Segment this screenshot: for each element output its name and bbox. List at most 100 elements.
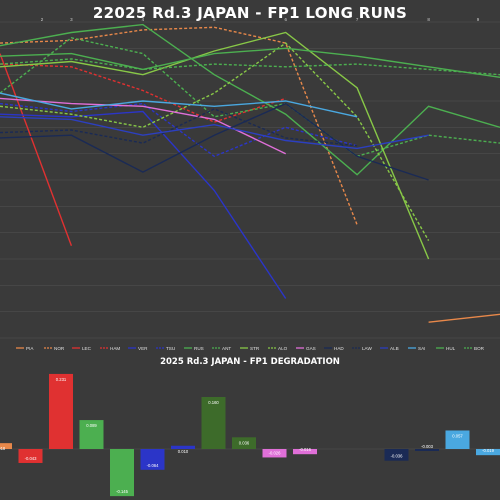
legend-label: NOR xyxy=(54,346,65,351)
series-ver xyxy=(0,110,287,299)
series-had xyxy=(0,102,429,181)
series-nor xyxy=(0,26,358,226)
series-ham xyxy=(0,63,286,123)
bar-ant xyxy=(201,397,226,449)
legend-label: LAW xyxy=(362,346,372,351)
series-lec xyxy=(0,53,73,247)
degradation-chart-title: 2025 Rd.3 JAPAN - FP1 DEGRADATION xyxy=(160,357,340,367)
series-line-ver xyxy=(0,110,287,299)
bar-tsu xyxy=(140,449,165,470)
legend-label: HUL xyxy=(446,346,456,351)
x-tick-label: 8 xyxy=(427,17,430,22)
series-line-had xyxy=(0,102,429,181)
legend-label: HAM xyxy=(110,346,120,351)
legend-item: STR xyxy=(240,346,260,351)
data-label: -0.003 xyxy=(421,444,434,449)
series-bor xyxy=(0,58,500,76)
data-label: 0.018 xyxy=(0,446,6,451)
series-line-ham xyxy=(0,63,286,123)
grid xyxy=(0,21,500,339)
legend-item: ALB xyxy=(380,346,399,351)
legend-item: ANT xyxy=(212,346,231,351)
data-label: -0.036 xyxy=(391,454,404,459)
bar-alb xyxy=(384,449,409,461)
bar-pia xyxy=(0,443,12,449)
legend-label: ALO xyxy=(278,346,288,351)
data-label: -0.064 xyxy=(147,463,160,468)
bar-rus xyxy=(171,445,195,449)
legend-item: HUL xyxy=(436,346,456,351)
legend-item: VER xyxy=(128,346,148,351)
series-pia xyxy=(428,313,500,323)
bar-hul xyxy=(445,430,470,449)
legend-item: TSU xyxy=(156,346,175,351)
bar-sai xyxy=(415,449,439,451)
series-line-ant xyxy=(0,37,500,158)
x-tick-label: 7 xyxy=(356,17,359,22)
series-sai xyxy=(0,92,358,118)
series-line-tsu xyxy=(0,102,358,158)
series-line-str xyxy=(0,31,430,260)
series-gas xyxy=(0,97,287,155)
bar-nor xyxy=(18,449,43,463)
data-label: -0.016 xyxy=(299,447,312,452)
series-line-alo xyxy=(0,42,430,241)
legend-item: NOR xyxy=(44,346,65,351)
legend-label: ALB xyxy=(390,346,399,351)
data-label: -0.026 xyxy=(269,450,282,455)
legend-item: HAD xyxy=(324,346,344,351)
x-tick-label: 6 xyxy=(284,17,287,22)
legend-label: PIA xyxy=(26,346,34,351)
legend-item: ALO xyxy=(268,346,288,351)
legend-label: SAI xyxy=(418,346,425,351)
series-tsu xyxy=(0,102,358,158)
bar-ver xyxy=(110,449,134,497)
series-line-nor xyxy=(0,26,358,226)
legend-item: RUS xyxy=(184,346,204,351)
bar-str xyxy=(232,437,256,449)
legend-label: GAS xyxy=(306,346,316,351)
legend-label: RUS xyxy=(194,346,204,351)
bar-alo xyxy=(262,449,287,458)
series-line-bor xyxy=(0,58,500,76)
bar-lec xyxy=(49,373,73,449)
legend-item: SAI xyxy=(408,346,425,351)
legend-label: TSU xyxy=(166,346,175,351)
series-line-rus xyxy=(0,23,500,176)
bar-gas xyxy=(293,449,317,455)
x-tick-label: 3 xyxy=(70,17,73,22)
legend-item: LAW xyxy=(352,346,372,351)
legend-item: PIA xyxy=(16,346,34,351)
legend-label: ANT xyxy=(222,346,231,351)
data-label: 0.036 xyxy=(239,440,250,445)
legend: PIA NOR LEC HAM VER TSU RUS ANT STR ALO GAS HAD LAW A… xyxy=(16,346,485,351)
long-runs-chart: 2 3 4 5 6 7 8 9 PIA NOR LEC HAM VER TSU RUS ANT STR ALO GA… xyxy=(0,17,500,351)
legend-item: BOR xyxy=(464,346,485,351)
series-law xyxy=(0,108,358,147)
legend-label: STR xyxy=(250,346,260,351)
x-tick-label: 4 xyxy=(142,17,145,22)
series-line-sai xyxy=(0,92,358,118)
series-rus xyxy=(0,23,500,176)
legend-label: HAD xyxy=(334,346,344,351)
data-label: -0.019 xyxy=(482,448,495,453)
x-tick-label: 9 xyxy=(477,17,480,22)
series-ant xyxy=(0,37,500,158)
data-label: -0.145 xyxy=(116,489,129,494)
data-label: 0.089 xyxy=(86,423,97,428)
legend-label: BOR xyxy=(474,346,485,351)
series-alb xyxy=(0,116,429,150)
legend-label: LEC xyxy=(82,346,92,351)
series-line-law xyxy=(0,108,358,147)
series-line-gas xyxy=(0,97,287,155)
bar-bor xyxy=(476,449,500,456)
data-label: 0.057 xyxy=(452,433,463,438)
series-line-alb xyxy=(0,116,429,150)
x-tick-label: 2 xyxy=(41,17,44,22)
x-tick-label: 5 xyxy=(213,17,216,22)
legend-item: HAM xyxy=(100,346,120,351)
series-str xyxy=(0,31,430,260)
series-line-hul xyxy=(0,47,500,78)
